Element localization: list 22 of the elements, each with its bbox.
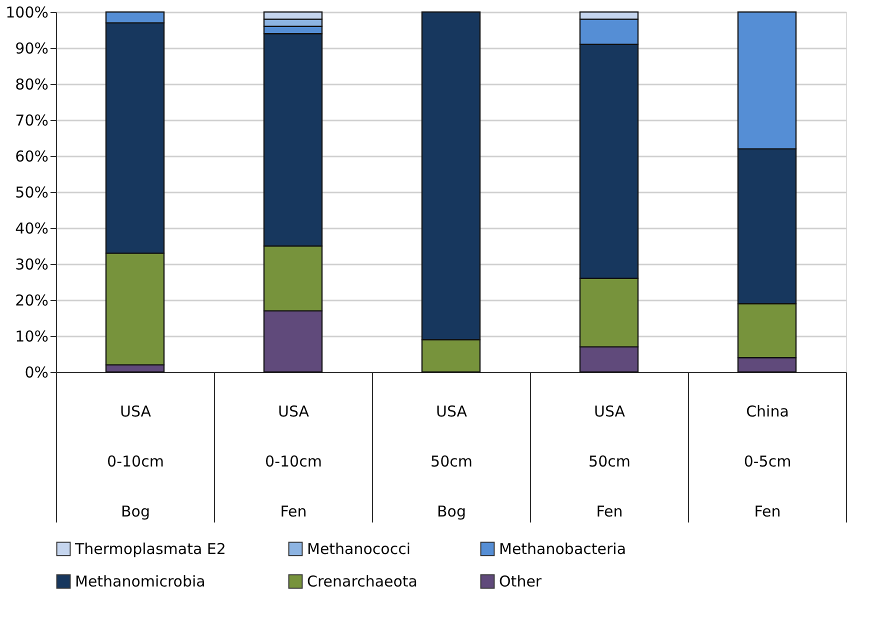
y-tick-label: 70% bbox=[15, 112, 48, 130]
legend-label: Crenarchaeota bbox=[307, 572, 418, 590]
category-label: USA 50cm Bog bbox=[430, 402, 472, 520]
y-tick-label: 100% bbox=[6, 4, 48, 22]
y-tick-label: 60% bbox=[15, 148, 48, 166]
category-label: China 0-5cm Fen bbox=[744, 402, 792, 520]
y-tick-label: 90% bbox=[15, 40, 48, 58]
y-tick-label: 50% bbox=[15, 184, 48, 202]
y-tick-label: 30% bbox=[15, 256, 48, 274]
y-tick-label: 40% bbox=[15, 220, 48, 238]
y-tick-label: 80% bbox=[15, 76, 48, 94]
legend-label: Methanobacteria bbox=[499, 540, 626, 558]
legend-label: Methanococci bbox=[307, 540, 411, 558]
category-label: USA 50cm Fen bbox=[588, 402, 630, 520]
y-tick-label: 0% bbox=[24, 364, 48, 382]
category-label: USA 0-10cm Bog bbox=[107, 402, 164, 520]
y-tick-label: 10% bbox=[15, 328, 48, 346]
legend-label: Other bbox=[499, 572, 542, 590]
y-tick-label: 20% bbox=[15, 292, 48, 310]
legend-label: Methanomicrobia bbox=[75, 572, 206, 590]
category-label: USA 0-10cm Fen bbox=[265, 402, 322, 520]
legend-label: Thermoplasmata E2 bbox=[74, 540, 226, 558]
